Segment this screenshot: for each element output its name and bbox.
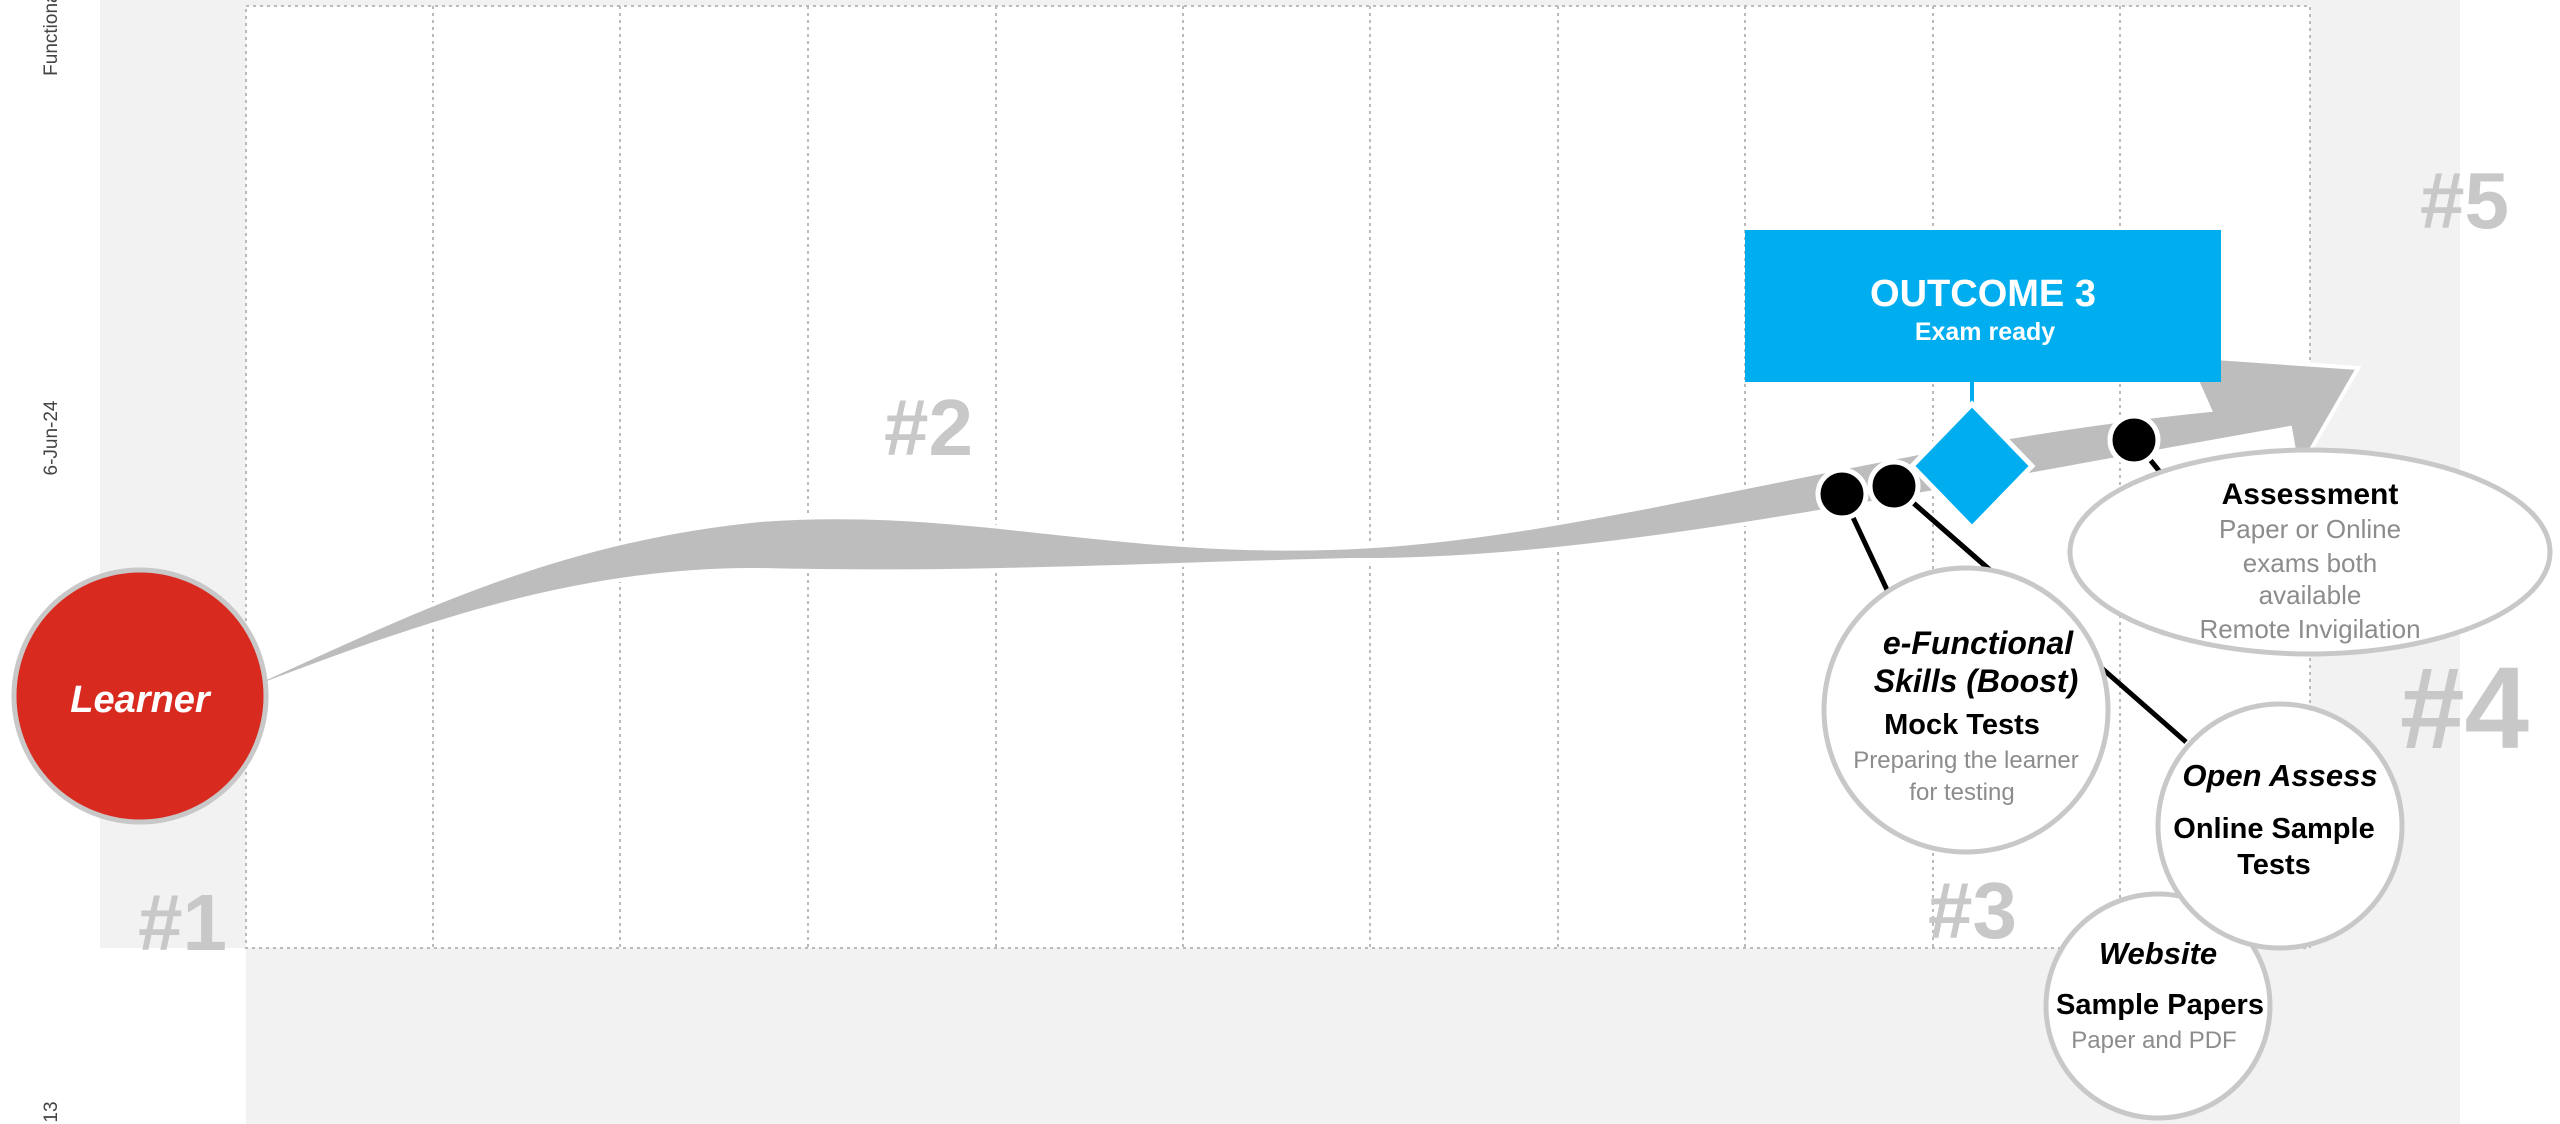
efunctional-line-1: Preparing the learner — [1853, 747, 2078, 774]
touchpoint-dot-efunctional — [1815, 467, 1869, 521]
touchpoint-dot-mock — [1867, 459, 1921, 513]
assessment-title: Assessment — [2222, 478, 2399, 511]
website-subtitle: Sample Papers — [2056, 989, 2264, 1021]
marker-1: #1 — [138, 878, 227, 967]
efunctional-node: e-Functional Skills (Boost) Mock Tests P… — [1821, 565, 2111, 855]
assessment-node: Assessment Paper or Online exams both av… — [2067, 447, 2553, 657]
outcome-3: OUTCOME 3 Exam ready — [1745, 230, 2221, 532]
learner-node: Learner — [11, 567, 269, 825]
marker-4: #4 — [2400, 643, 2529, 773]
open-assess-line-1: Online Sample — [2173, 813, 2374, 845]
assessment-line-1: Paper or Online — [2219, 514, 2401, 544]
learner-label: Learner — [70, 679, 212, 721]
outcome-title: OUTCOME 3 — [1870, 273, 2096, 315]
assessment-line-2: exams both — [2243, 548, 2377, 578]
outcome-diamond — [1908, 400, 2036, 532]
marker-3: #3 — [1928, 866, 2017, 955]
website-title: Website — [2099, 936, 2217, 971]
website-node: Website Sample Papers Paper and PDF — [2043, 891, 2273, 1121]
efunctional-title-2: Skills (Boost) — [1874, 663, 2078, 699]
outcome-subtitle: Exam ready — [1915, 318, 2055, 346]
open-assess-node: Open Assess Online Sample Tests — [2155, 701, 2405, 951]
assessment-line-3: available — [2259, 580, 2362, 610]
efunctional-subtitle: Mock Tests — [1884, 709, 2040, 741]
touchpoint-dot-assessment — [2107, 413, 2161, 467]
outcome-box — [1745, 230, 2221, 382]
efunctional-title-1: e-Functional — [1883, 625, 2074, 661]
efunctional-line-2: for testing — [1909, 779, 2014, 806]
marker-5: #5 — [2420, 156, 2509, 245]
open-assess-title: Open Assess — [2182, 758, 2377, 793]
journey-arrow — [260, 353, 2362, 688]
open-assess-line-2: Tests — [2237, 849, 2311, 881]
marker-2: #2 — [884, 383, 973, 472]
website-line-1: Paper and PDF — [2071, 1027, 2236, 1054]
assessment-line-4: Remote Invigilation — [2199, 614, 2420, 644]
